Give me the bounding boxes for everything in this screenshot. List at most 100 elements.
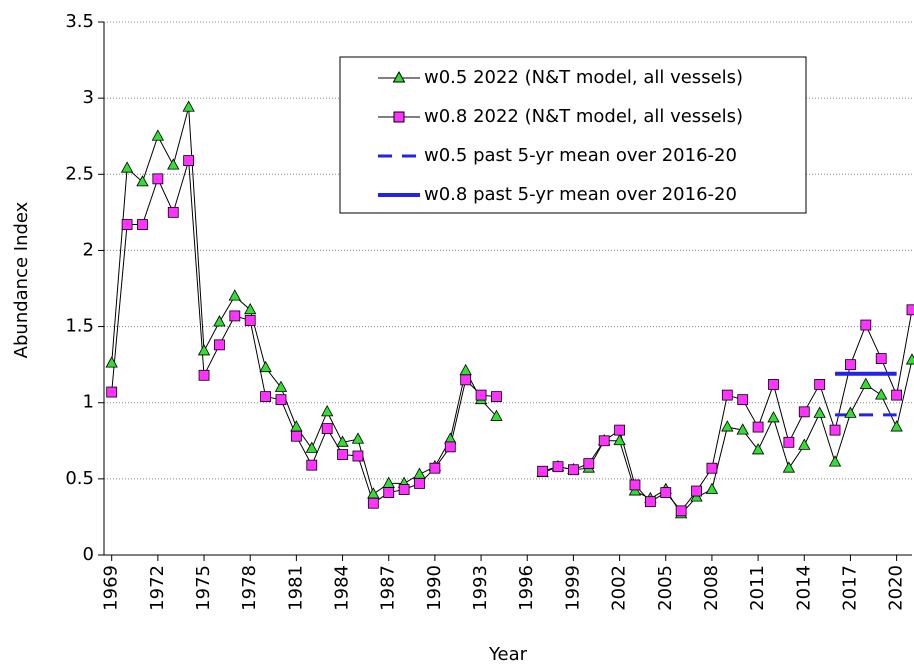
marker (859, 377, 873, 389)
legend-box (339, 56, 807, 214)
marker (167, 206, 179, 218)
marker (244, 302, 257, 315)
marker (706, 462, 718, 474)
x-tick-label: 1975 (193, 565, 214, 611)
y-tick-label: 1 (83, 392, 94, 413)
marker (137, 219, 148, 230)
marker (337, 449, 348, 460)
marker (383, 487, 395, 498)
marker (259, 360, 272, 373)
marker (844, 406, 857, 418)
marker (475, 389, 487, 401)
marker (829, 424, 841, 436)
marker (783, 436, 795, 448)
marker (629, 479, 641, 491)
marker (552, 461, 564, 473)
y-axis-label: Abundance Index (11, 201, 32, 358)
x-tick-label: 2014 (793, 565, 814, 611)
marker (460, 374, 472, 386)
marker (751, 443, 765, 455)
x-tick-label: 2011 (747, 565, 768, 611)
legend-label: w0.5 past 5-yr mean over 2016-20 (424, 145, 737, 166)
marker (120, 161, 134, 173)
marker (106, 386, 118, 398)
marker (167, 158, 180, 170)
legend-marker (393, 111, 405, 123)
marker (752, 421, 764, 433)
x-tick-label: 1993 (470, 565, 491, 611)
marker (890, 420, 903, 432)
marker (152, 173, 164, 185)
marker (583, 458, 595, 470)
marker (244, 315, 256, 326)
marker (321, 423, 333, 435)
x-tick-label: 2020 (886, 565, 907, 611)
marker (798, 438, 811, 450)
marker (875, 388, 888, 400)
marker (598, 435, 610, 447)
marker (121, 219, 133, 230)
x-tick-label: 1990 (424, 565, 445, 611)
marker (767, 411, 780, 423)
marker (444, 441, 456, 453)
marker (351, 432, 365, 444)
marker (537, 465, 549, 477)
marker (891, 389, 903, 401)
marker (398, 484, 410, 495)
marker (367, 487, 380, 499)
marker (320, 405, 334, 417)
marker (336, 435, 349, 447)
x-tick-label: 2002 (609, 565, 630, 611)
marker (721, 389, 733, 401)
marker (906, 304, 914, 316)
marker (860, 319, 872, 331)
marker (660, 487, 672, 498)
marker (721, 420, 734, 432)
marker (275, 394, 287, 406)
marker (736, 423, 749, 435)
marker (614, 424, 625, 436)
marker (197, 344, 211, 356)
marker (705, 482, 719, 494)
y-tick-label: 2 (83, 239, 94, 260)
marker (151, 129, 165, 141)
marker (782, 461, 796, 473)
marker (905, 353, 914, 365)
legend-marker (393, 111, 405, 123)
marker (459, 363, 472, 376)
marker (228, 289, 241, 301)
marker (490, 409, 503, 421)
x-tick-label: 2017 (839, 565, 860, 611)
y-tick-label: 0 (83, 544, 94, 565)
marker (260, 391, 272, 403)
x-tick-label: 2008 (701, 565, 722, 611)
marker (798, 406, 810, 418)
x-tick-label: 1984 (332, 565, 353, 611)
marker (305, 441, 318, 453)
marker (290, 430, 302, 442)
x-tick-label: 2005 (655, 565, 676, 611)
marker (491, 391, 502, 403)
x-tick-label: 1978 (239, 565, 260, 611)
marker (182, 100, 195, 112)
x-tick-label: 1999 (562, 565, 583, 611)
legend-marker (392, 70, 406, 83)
marker (214, 339, 225, 351)
x-tick-label: 1987 (378, 565, 399, 611)
legend-label: w0.8 past 5-yr mean over 2016-20 (424, 184, 737, 205)
marker (183, 155, 195, 166)
legend-marker (392, 70, 406, 83)
marker (691, 485, 702, 497)
marker (306, 459, 318, 471)
marker (675, 505, 687, 517)
x-tick-label: 1969 (101, 565, 122, 611)
marker (875, 353, 887, 364)
x-tick-label: 1981 (285, 565, 306, 611)
y-tick-label: 0.5 (65, 468, 94, 489)
legend: w0.5 2022 (N&T model, all vessels) w0.8 2… (339, 56, 807, 214)
marker (198, 369, 210, 381)
legend-label: w0.8 2022 (N&T model, all vessels) (424, 106, 743, 127)
x-tick-label: 1996 (516, 565, 537, 611)
marker (568, 464, 579, 476)
